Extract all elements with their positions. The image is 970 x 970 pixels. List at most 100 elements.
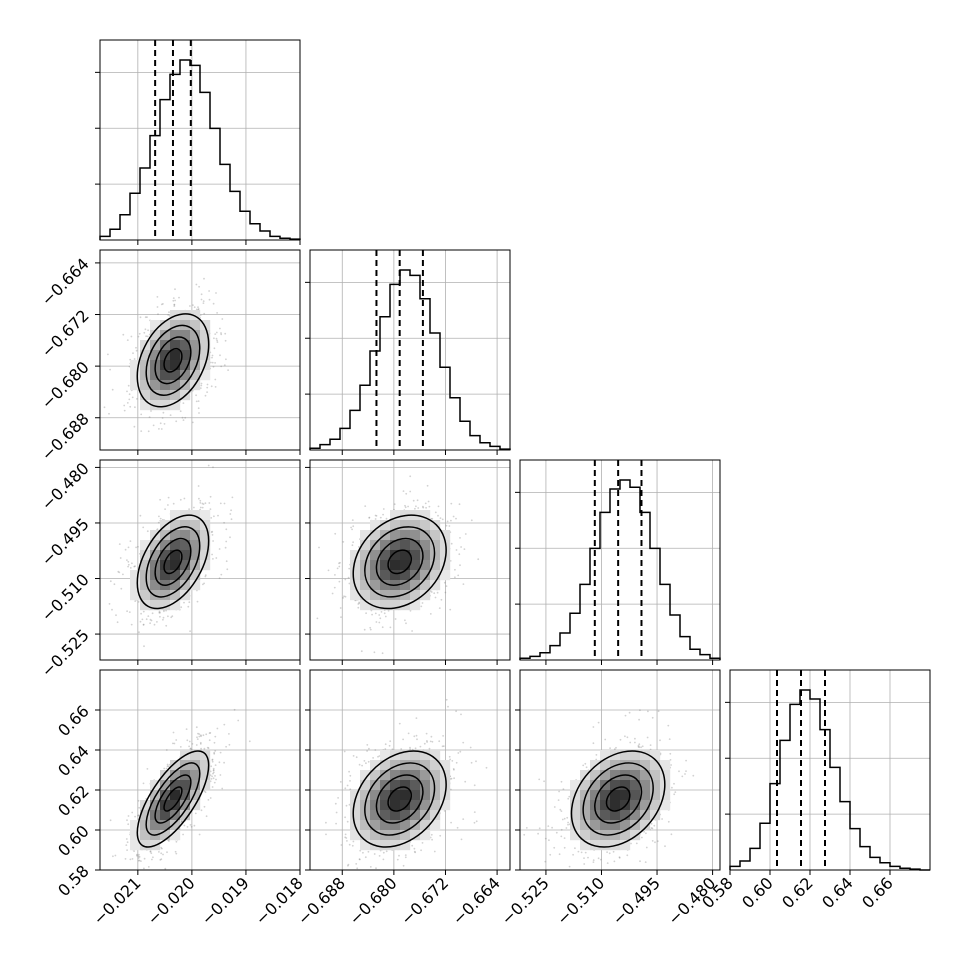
scatter-point [137, 545, 139, 548]
scatter-point [189, 630, 192, 633]
density-cell [360, 590, 371, 601]
scatter-point [123, 404, 126, 407]
contour-level-2 [145, 526, 201, 598]
density-cell [190, 320, 201, 331]
y-tick-label: −0.664 [38, 254, 93, 309]
scatter-point [438, 740, 441, 743]
scatter-point [430, 517, 433, 520]
scatter-point [220, 333, 223, 336]
scatter-point [219, 354, 221, 357]
scatter-point [206, 386, 209, 389]
scatter-point [352, 840, 355, 843]
scatter-point [206, 746, 209, 749]
scatter-point [448, 525, 451, 527]
scatter-point [457, 752, 460, 754]
scatter-point [189, 305, 191, 307]
scatter-point [119, 557, 122, 559]
scatter-point [190, 825, 193, 828]
scatter-point [158, 611, 161, 614]
scatter-point [164, 508, 167, 510]
scatter-point [344, 833, 347, 836]
scatter-point [156, 528, 159, 531]
scatter-point [343, 595, 345, 598]
scatter-point [445, 698, 448, 701]
density-cell [170, 390, 181, 401]
scatter-point [233, 708, 236, 711]
scatter-point [170, 616, 173, 619]
scatter-point [124, 548, 127, 551]
scatter-point [109, 819, 112, 822]
scatter-point [455, 710, 457, 713]
scatter-point [436, 591, 439, 594]
scatter-point [459, 750, 462, 753]
scatter-point [137, 601, 140, 603]
scatter-point [169, 414, 172, 416]
scatter-point [146, 530, 149, 533]
scatter-point [442, 735, 444, 737]
scatter-point [374, 612, 377, 615]
density-cell [200, 560, 211, 571]
density-cell [170, 530, 181, 541]
scatter-point [204, 574, 207, 576]
scatter-point [115, 614, 117, 617]
scatter-point [223, 502, 226, 505]
scatter-point [212, 466, 214, 469]
scatter-point [345, 837, 348, 839]
scatter-point [166, 763, 169, 766]
scatter-point [196, 738, 199, 740]
scatter-point [426, 740, 428, 742]
scatter-point [127, 384, 130, 387]
scatter-point [409, 609, 412, 612]
scatter-point [173, 303, 176, 306]
scatter-point [195, 308, 198, 311]
density-cell [140, 380, 151, 391]
scatter-point [201, 502, 204, 505]
scatter-point [195, 283, 198, 286]
density-cell [140, 820, 151, 831]
scatter-point [108, 412, 110, 415]
scatter-point [218, 548, 221, 550]
scatter-point [339, 781, 342, 783]
scatter-point [133, 850, 136, 852]
scatter-point [186, 826, 189, 828]
scatter-point [136, 854, 138, 857]
scatter-point [211, 354, 214, 357]
scatter-point [462, 583, 465, 585]
scatter-point [368, 517, 371, 519]
scatter-point [175, 840, 178, 843]
scatter-point [369, 626, 372, 629]
density-cell [190, 540, 201, 551]
scatter-point [210, 385, 213, 388]
scatter-point [200, 382, 203, 385]
scatter-point [157, 521, 160, 524]
scatter-point [450, 777, 453, 780]
scatter-point [382, 513, 384, 516]
contour-level-3 [136, 313, 210, 408]
scatter-point [203, 805, 206, 808]
scatter-point [210, 765, 213, 768]
scatter-point [188, 508, 191, 510]
scatter-point [454, 568, 456, 571]
density-cell [190, 370, 201, 381]
scatter-point [201, 506, 204, 509]
scatter-point [348, 843, 351, 846]
scatter-point [477, 558, 480, 561]
scatter-point [337, 797, 339, 799]
scatter-point [460, 546, 462, 548]
scatter-point [191, 743, 194, 745]
scatter-point [364, 856, 367, 859]
scatter-point [191, 389, 194, 392]
contour-level-0 [163, 347, 183, 373]
panel-border [99, 39, 301, 241]
scatter-point [122, 333, 125, 336]
scatter-point [195, 394, 198, 397]
scatter-point [229, 536, 231, 539]
scatter-point [340, 844, 343, 846]
scatter-point [409, 490, 412, 493]
scatter-point [185, 728, 188, 730]
scatter-point [412, 499, 415, 502]
density-cell [150, 350, 161, 361]
density-cell [190, 350, 201, 361]
scatter-point [394, 618, 397, 620]
scatter-point [136, 398, 138, 400]
